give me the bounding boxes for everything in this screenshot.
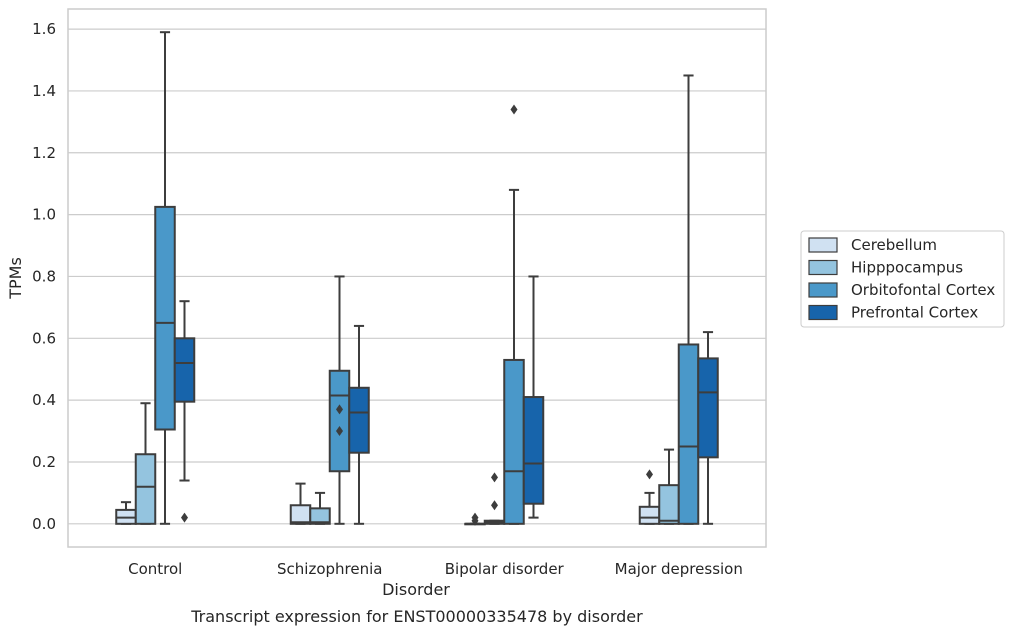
plot-frame bbox=[67, 8, 767, 548]
y-tick-label: 1.4 bbox=[32, 82, 56, 100]
iqr-box bbox=[658, 484, 680, 525]
chart-caption: Transcript expression for ENST0000033547… bbox=[190, 607, 643, 626]
box-cerebellum bbox=[115, 501, 137, 525]
iqr-box bbox=[697, 357, 719, 459]
outlier-point bbox=[336, 404, 343, 415]
x-axis-label: Disorder bbox=[382, 580, 450, 599]
y-tick-labels: 0.0 0.2 0.4 0.6 0.8 1.0 1.2 1.4 1.6 bbox=[32, 20, 56, 533]
x-tick-label: Control bbox=[128, 560, 182, 578]
legend-swatch bbox=[808, 237, 838, 253]
outlier-point bbox=[491, 500, 498, 511]
outlier-point bbox=[336, 426, 343, 437]
legend-label: Cerebellum bbox=[851, 236, 937, 254]
x-tick-label: Bipolar disorder bbox=[445, 560, 565, 578]
box-orbitofontal-cortex bbox=[154, 31, 176, 525]
legend-label: Hipppocampus bbox=[851, 259, 963, 277]
box-hipppocampus bbox=[658, 448, 680, 525]
box-prefrontal-cortex bbox=[173, 300, 196, 523]
y-tick-label: 0.8 bbox=[32, 267, 56, 285]
legend-swatch bbox=[808, 259, 838, 276]
box-series bbox=[115, 31, 719, 526]
x-tick-labels: Control Schizophrenia Bipolar disorder Majo… bbox=[128, 560, 743, 578]
outlier-point bbox=[471, 512, 479, 523]
box-hipppocampus bbox=[309, 491, 331, 525]
iqr-box bbox=[154, 205, 176, 431]
y-tick-label: 0.4 bbox=[32, 391, 56, 409]
iqr-box bbox=[522, 396, 545, 505]
box-hipppocampus bbox=[134, 402, 157, 525]
box-prefrontal-cortex bbox=[348, 324, 370, 525]
iqr-box bbox=[309, 507, 331, 525]
y-tick-label: 1.0 bbox=[32, 206, 56, 224]
iqr-box bbox=[134, 453, 157, 525]
iqr-box bbox=[173, 337, 196, 403]
legend-label: Prefrontal Cortex bbox=[851, 304, 978, 322]
y-tick-label: 1.6 bbox=[32, 20, 56, 38]
legend-label: Orbitofontal Cortex bbox=[851, 281, 995, 299]
outlier-point bbox=[510, 104, 518, 115]
box-prefrontal-cortex bbox=[522, 275, 545, 519]
y-tick-label: 0.2 bbox=[32, 453, 56, 471]
iqr-box bbox=[503, 358, 525, 525]
legend-frame bbox=[800, 230, 1005, 328]
iqr-box bbox=[638, 505, 661, 525]
iqr-box bbox=[677, 343, 700, 525]
y-axis-label: TPMs bbox=[6, 257, 25, 300]
legend: Cerebellum Hipppocampus Orbitofontal Corte… bbox=[800, 230, 1005, 328]
x-tick-label: Major depression bbox=[615, 560, 743, 578]
legend-swatch bbox=[808, 282, 838, 298]
iqr-box bbox=[348, 386, 370, 454]
outlier-point bbox=[491, 472, 498, 483]
outlier-point bbox=[646, 469, 653, 480]
y-tick-label: 0.0 bbox=[32, 515, 56, 533]
legend-swatch bbox=[808, 304, 838, 321]
box-orbitofontal-cortex bbox=[328, 275, 351, 525]
iqr-box bbox=[289, 504, 312, 525]
box-prefrontal-cortex bbox=[697, 331, 719, 525]
y-tick-label: 0.6 bbox=[32, 329, 56, 347]
outlier-point bbox=[181, 512, 188, 523]
y-tick-label: 1.2 bbox=[32, 144, 56, 162]
x-tick-label: Schizophrenia bbox=[277, 560, 382, 578]
iqr-box bbox=[328, 369, 351, 473]
